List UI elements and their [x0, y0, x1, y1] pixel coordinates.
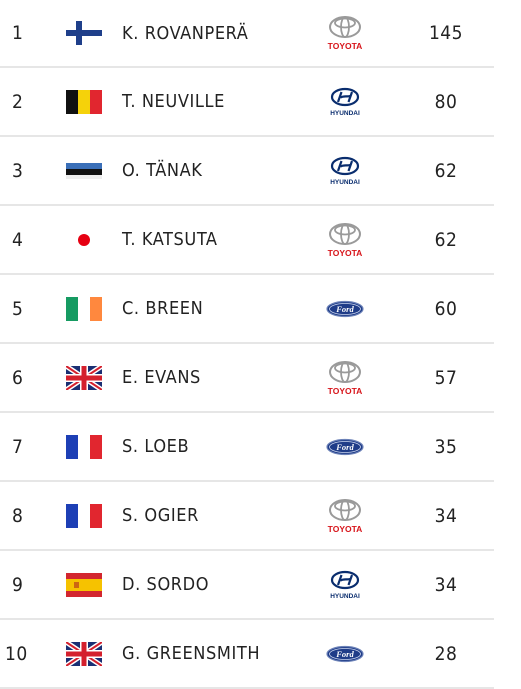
position-number: 9	[12, 573, 24, 596]
ford-logo-icon: Ford	[320, 634, 370, 674]
driver-name[interactable]: D. SORDO	[122, 574, 210, 595]
toyota-text: TOYOTA	[328, 41, 363, 51]
standings-row[interactable]: 10 G. GREENSMITH Ford 28	[0, 620, 494, 689]
ford-logo-icon: Ford	[320, 427, 370, 467]
points-value: 34	[434, 504, 458, 527]
position-number: 7	[12, 435, 24, 458]
driver-name[interactable]: S. LOEB	[122, 436, 190, 457]
driver-name[interactable]: T. NEUVILLE	[122, 91, 225, 112]
driver-name[interactable]: E. EVANS	[122, 367, 201, 388]
position-number: 5	[12, 297, 24, 320]
ford-logo-icon: Ford	[320, 289, 370, 329]
france-flag-icon	[66, 434, 102, 459]
driver-name[interactable]: O. TÄNAK	[122, 160, 203, 181]
driver-name[interactable]: G. GREENSMITH	[122, 643, 261, 664]
standings-row[interactable]: 2 T. NEUVILLE HYUNDAI 80	[0, 68, 494, 137]
toyota-text: TOYOTA	[328, 524, 363, 534]
hyundai-text: HYUNDAI	[330, 179, 360, 186]
points-value: 57	[434, 366, 458, 389]
toyota-text: TOYOTA	[328, 248, 363, 258]
points-value: 35	[434, 435, 458, 458]
points-value: 60	[434, 297, 458, 320]
uk-flag-icon	[66, 365, 102, 390]
standings-row[interactable]: 9 D. SORDO HYUNDAI 34	[0, 551, 494, 620]
france-flag-icon	[66, 503, 102, 528]
hyundai-logo-icon: HYUNDAI	[320, 151, 370, 191]
driver-name[interactable]: S. OGIER	[122, 505, 199, 526]
svg-text:Ford: Ford	[335, 442, 354, 452]
uk-flag-icon	[66, 641, 102, 666]
position-number: 4	[12, 228, 24, 251]
points-value: 145	[428, 22, 464, 44]
driver-name[interactable]: C. BREEN	[122, 298, 204, 319]
position-number: 10	[5, 642, 28, 665]
svg-text:Ford: Ford	[335, 649, 354, 659]
svg-text:Ford: Ford	[335, 304, 354, 314]
position-number: 3	[12, 159, 24, 182]
japan-flag-icon	[66, 227, 102, 252]
toyota-logo-icon: TOYOTA	[320, 13, 370, 53]
hyundai-logo-icon: HYUNDAI	[320, 565, 370, 605]
spain-flag-icon	[66, 572, 102, 597]
toyota-text: TOYOTA	[328, 386, 363, 396]
position-number: 8	[12, 504, 24, 527]
points-value: 80	[434, 90, 458, 113]
toyota-logo-icon: TOYOTA	[320, 496, 370, 536]
standings-row[interactable]: 7 S. LOEB Ford 35	[0, 413, 494, 482]
standings-row[interactable]: 4 T. KATSUTA TOYOTA 62	[0, 206, 494, 275]
toyota-logo-icon: TOYOTA	[320, 220, 370, 260]
ireland-flag-icon	[66, 296, 102, 321]
position-number: 1	[12, 22, 24, 44]
standings-row[interactable]: 5 C. BREEN Ford 60	[0, 275, 494, 344]
driver-name[interactable]: T. KATSUTA	[122, 229, 218, 250]
finland-flag-icon	[66, 21, 102, 45]
hyundai-text: HYUNDAI	[330, 593, 360, 600]
hyundai-logo-icon: HYUNDAI	[320, 82, 370, 122]
standings-row[interactable]: 3 O. TÄNAK HYUNDAI 62	[0, 137, 494, 206]
position-number: 2	[12, 90, 24, 113]
points-value: 34	[434, 573, 458, 596]
standings-row[interactable]: 6 E. EVANS TOYOTA 57	[0, 344, 494, 413]
belgium-flag-icon	[66, 89, 102, 114]
position-number: 6	[12, 366, 24, 389]
points-value: 28	[434, 642, 458, 665]
driver-name[interactable]: K. ROVANPERÄ	[122, 22, 249, 44]
standings-row[interactable]: 1 K. ROVANPERÄ TOYOTA 145	[0, 0, 494, 68]
points-value: 62	[434, 159, 458, 182]
toyota-logo-icon: TOYOTA	[320, 358, 370, 398]
points-value: 62	[434, 228, 458, 251]
hyundai-text: HYUNDAI	[330, 110, 360, 117]
standings-row[interactable]: 8 S. OGIER TOYOTA 34	[0, 482, 494, 551]
estonia-flag-icon	[66, 158, 102, 183]
